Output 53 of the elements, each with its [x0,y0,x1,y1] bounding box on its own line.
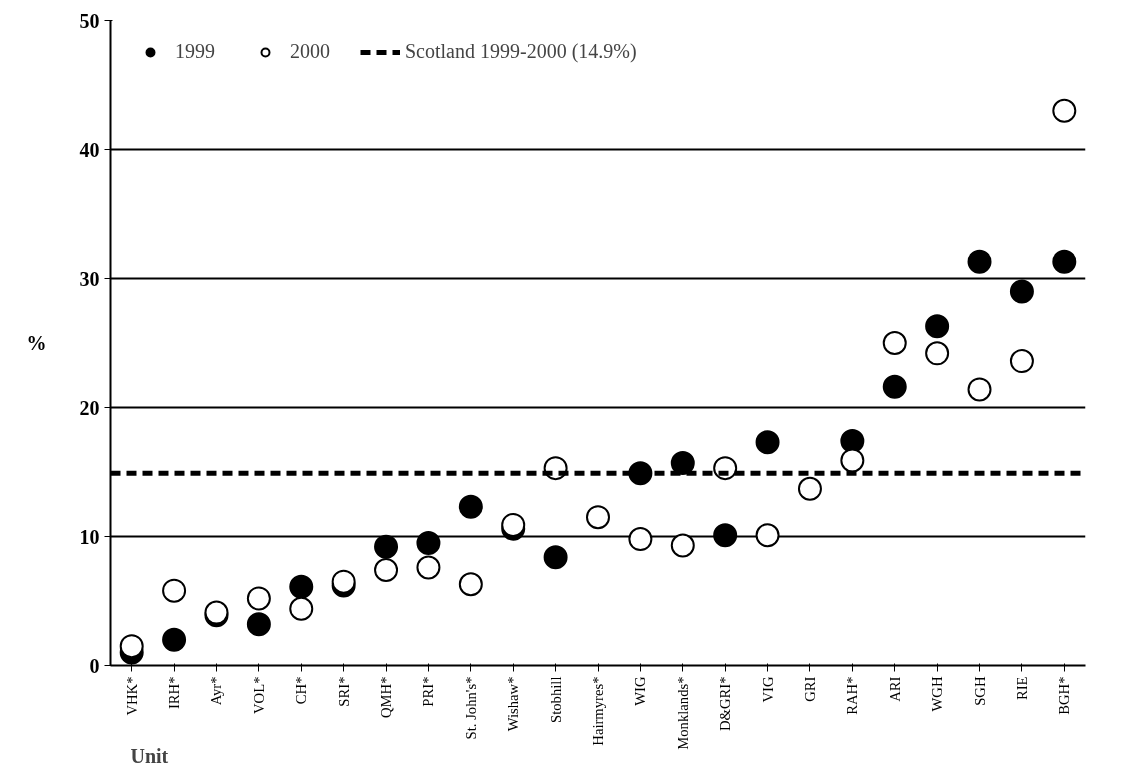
point [840,429,865,454]
x-tick-label: WIG [632,676,649,706]
y-tick-label: 50 [79,9,100,32]
x-tick-label: SGH [971,676,988,706]
point [628,527,653,552]
x-tick-label: BGH* [1056,676,1073,715]
point [967,249,992,274]
x-tick-label: GRI [801,676,818,702]
x-tick-label: CH* [293,676,310,705]
point [670,450,695,475]
point [458,494,483,519]
point [1052,249,1077,274]
x-tick-label: SRI* [335,676,352,707]
x-axis-title: Unit [130,744,169,767]
x-tick-label: PRI* [420,676,437,707]
x-tick-label: QMH* [378,676,395,719]
point [1009,279,1034,304]
point [119,634,144,659]
point [162,627,187,652]
x-tick-label: VIG [759,676,776,703]
legend-label: Scotland 1999-2000 (14.9%) [405,40,637,63]
point [713,523,738,548]
legend-label: 1999 [175,40,215,63]
x-tick-label: RIE [1013,676,1030,701]
x-tick-label: VOL* [250,676,267,714]
point [882,374,907,399]
x-tick-label: IRH* [166,676,183,710]
y-axis-title: % [26,332,47,354]
x-tick-label: St. John's* [462,676,479,740]
x-tick-label: ARI [886,676,903,702]
y-tick-label: 20 [79,396,100,419]
x-tick-label: Wishaw* [505,676,522,732]
x-tick-label: WGH [929,676,946,712]
x-tick-label: VHK* [123,676,140,716]
point [755,523,780,548]
point [289,574,314,599]
point [925,314,950,339]
x-tick-label: Stobhill [547,676,564,723]
y-tick-label: 30 [79,267,100,290]
x-tick-label: Monklands* [674,676,691,750]
x-tick-label: RAH* [844,676,861,715]
x-tick-label: Ayr* [208,676,225,706]
x-tick-label: D&GRI* [717,676,734,732]
legend-label: 2000 [290,40,330,63]
y-tick-label: 0 [89,654,100,677]
y-tick-label: 40 [79,138,100,161]
x-tick-label: Hairmyres* [590,676,606,746]
point [755,430,780,455]
point [374,534,399,559]
point [246,612,271,637]
y-tick-label: 10 [79,525,100,548]
point [416,530,441,555]
point [543,545,568,570]
